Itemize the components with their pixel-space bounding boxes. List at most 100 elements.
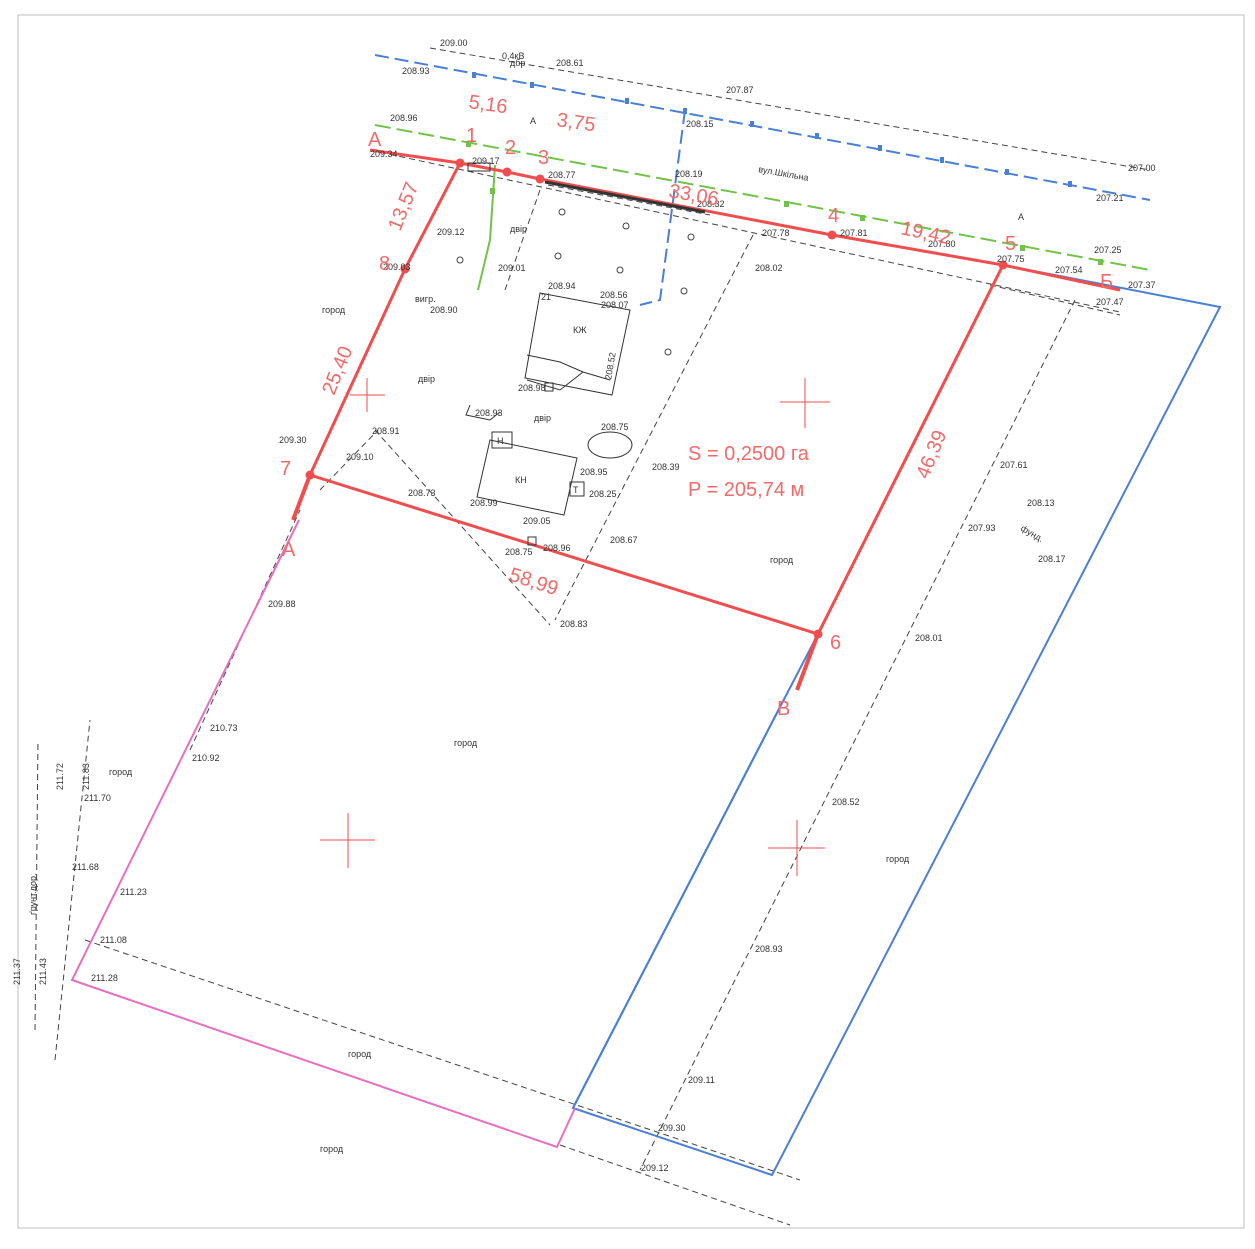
dimension-2: 3,75 <box>555 109 597 136</box>
field-dashed-1 <box>640 300 1075 1170</box>
vertex-6 <box>814 630 823 639</box>
elevation-mark: 208.02 <box>755 263 783 273</box>
terrain-lines <box>35 48 1150 1225</box>
elevation-mark: 211.43 <box>38 958 48 985</box>
house-label: КЖ <box>573 325 587 335</box>
elevation-mark: 209.88 <box>268 599 296 609</box>
elevation-mark: 208.93 <box>475 408 503 418</box>
label-gorod4: город <box>109 767 133 777</box>
elevation-mark: 208.91 <box>372 426 400 436</box>
elevation-mark: 207.47 <box>1096 297 1124 307</box>
point-label-pt-7: 7 <box>280 458 291 480</box>
vertex-7 <box>306 471 315 480</box>
dimension-5: 13,57 <box>384 179 423 234</box>
elevation-mark: 211.23 <box>120 887 147 897</box>
elevation-mark: 208.94 <box>548 281 576 291</box>
elevation-mark: 208.93 <box>402 66 430 76</box>
elevation-mark: 210.92 <box>192 753 220 763</box>
box-n-label: Н <box>497 436 504 446</box>
a-a-section-line <box>293 475 310 520</box>
vertex-1 <box>456 159 465 168</box>
elevation-mark: 211.37 <box>12 958 22 985</box>
point-label-pt-3: 3 <box>538 147 549 169</box>
perimeter-value: P = 205,74 м <box>688 479 804 501</box>
elevation-mark: 207.81 <box>840 228 868 238</box>
house-roof-line-1 <box>527 355 610 380</box>
elevation-mark: 207.37 <box>1128 280 1156 290</box>
label-gorod2: город <box>770 555 794 565</box>
elevation-mark: 208.75 <box>505 547 533 557</box>
elevation-mark: 208.95 <box>580 467 608 477</box>
b-v-section-line <box>797 634 818 690</box>
letter-b: Б <box>1100 271 1113 293</box>
elevation-labels: 209.00 208.61 208.93 207.87 208.96 208.15 207.… <box>12 38 1156 1173</box>
elevation-mark: 208.61 <box>556 58 584 68</box>
label-power2: дбр <box>510 58 525 68</box>
neighbor-boundary <box>573 707 780 1108</box>
map-labels: двірдвірдвіргородгородгородгородгородгор… <box>28 51 1113 1154</box>
elevation-mark: 207.93 <box>968 523 996 533</box>
yard-dashed-4 <box>375 430 550 625</box>
elevation-mark: 208.90 <box>430 305 458 315</box>
elevation-mark: 210.73 <box>210 723 238 733</box>
house-number: 21 <box>541 292 551 302</box>
elevation-mark: 208.98 <box>518 383 546 393</box>
vertex-4 <box>828 231 837 240</box>
elevation-mark: 208.39 <box>652 462 680 472</box>
dimension-6: 25,40 <box>318 343 357 398</box>
letter-a2: А <box>282 539 296 561</box>
elevation-mark: 208.75 <box>601 422 629 432</box>
label-gorod1: город <box>322 305 346 315</box>
elevation-mark: 211.08 <box>100 935 127 945</box>
letter-a_right: А <box>1018 212 1024 222</box>
cross-2 <box>780 378 830 428</box>
label-vygr: вигр. <box>415 294 436 304</box>
elevation-mark: 207.75 <box>997 254 1025 264</box>
green-line-branch <box>478 165 495 290</box>
elevation-mark: 209.12 <box>437 227 465 237</box>
box-t-label: Т <box>573 485 579 495</box>
cross-1 <box>350 378 385 412</box>
dimension-8: 58,99 <box>506 564 560 600</box>
power-line-main <box>375 55 1150 200</box>
letter-a1: А <box>368 129 382 151</box>
elevation-mark: 208.77 <box>548 170 576 180</box>
neighbor-parcel-east <box>573 265 1220 1175</box>
bottom-dashed-line <box>560 1145 790 1225</box>
elevation-mark: 207.54 <box>1055 265 1083 275</box>
elevation-mark: 211.72 <box>55 763 65 790</box>
green-line-main <box>375 125 1150 270</box>
elevation-mark: 209.30 <box>279 435 307 445</box>
elevation-mark: 208.96 <box>390 113 418 123</box>
label-gbir3: двір <box>534 413 551 423</box>
elevation-mark: 207.21 <box>1096 193 1124 203</box>
point-label-pt-2: 2 <box>505 137 516 159</box>
cross-3 <box>320 813 375 868</box>
elevation-mark: 209.05 <box>523 516 551 526</box>
label-road: ґрунт.дор. <box>28 874 38 915</box>
label-gbir2: двір <box>418 374 435 384</box>
elevation-mark: 209.11 <box>688 1075 715 1085</box>
elevation-mark: 207.25 <box>1094 245 1122 255</box>
elevation-mark: 208.15 <box>686 119 714 129</box>
vertex-3 <box>536 175 545 184</box>
elevation-mark: 209.30 <box>658 1123 686 1133</box>
elevation-mark: 208.25 <box>589 489 617 499</box>
elevation-mark: 208.17 <box>1038 554 1066 564</box>
elevation-mark: 208.52 <box>832 797 860 807</box>
elevation-mark: 208.56 <box>600 290 628 300</box>
main-parcel <box>310 163 1003 634</box>
elevation-mark: 208.19 <box>675 169 703 179</box>
point-label-pt-4: 4 <box>828 205 839 227</box>
label-gbir1: двір <box>510 224 527 234</box>
vertex-2 <box>503 168 512 177</box>
elevation-mark: 208.13 <box>1027 498 1055 508</box>
elevation-mark: 211.28 <box>91 973 118 983</box>
elevation-mark: 208.67 <box>610 535 638 545</box>
cross-4 <box>768 820 825 876</box>
elevation-mark: 207.78 <box>762 228 790 238</box>
elevation-mark: 209.01 <box>498 263 526 273</box>
street-name: вул.Шкільна <box>758 164 810 183</box>
